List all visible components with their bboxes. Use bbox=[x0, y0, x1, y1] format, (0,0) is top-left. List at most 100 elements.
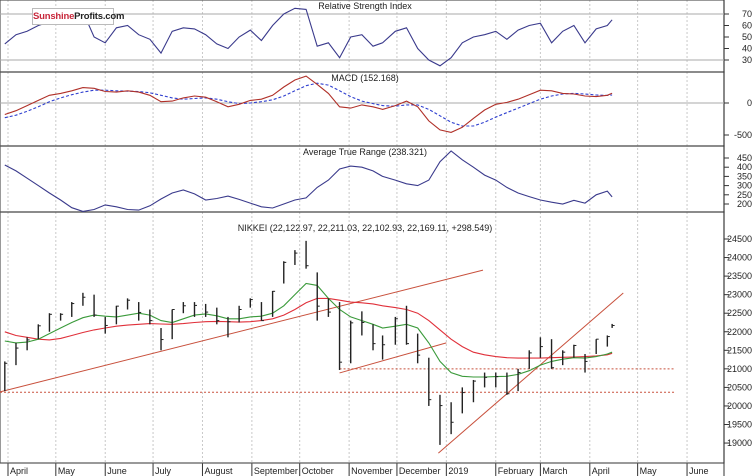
price-bar bbox=[37, 324, 41, 340]
x-tick-label: July bbox=[155, 466, 172, 476]
price-bar bbox=[115, 305, 119, 325]
price-bar bbox=[82, 292, 86, 306]
price-bar bbox=[271, 290, 276, 317]
x-tick-label: February bbox=[498, 466, 535, 476]
rsi-tick-label: 70 bbox=[742, 9, 752, 19]
trendline bbox=[438, 292, 624, 454]
logo-part-1: Sunshine bbox=[33, 11, 75, 22]
price-bar bbox=[15, 342, 19, 366]
sunshine-profits-logo: SunshineProfits.com bbox=[32, 8, 124, 25]
x-tick-label: October bbox=[302, 466, 334, 476]
price-bar bbox=[149, 309, 153, 325]
price-bar bbox=[495, 372, 499, 388]
price-tick-label: 21500 bbox=[727, 345, 752, 355]
rsi-tick-label: 40 bbox=[742, 44, 752, 54]
price-tick-label: 24500 bbox=[727, 234, 752, 244]
price-bar bbox=[204, 303, 209, 317]
atr-tick-label: 450 bbox=[737, 153, 752, 163]
x-tick-label: June bbox=[689, 466, 709, 476]
price-bar bbox=[450, 402, 454, 435]
price-bar bbox=[283, 261, 287, 284]
moving-average-short bbox=[4, 282, 613, 378]
price-tick-label: 20000 bbox=[727, 401, 752, 411]
macd-signal-line bbox=[4, 82, 613, 127]
price-tick-label: 21000 bbox=[727, 364, 752, 374]
price-bar bbox=[305, 240, 309, 269]
logo-part-2: Profits.com bbox=[74, 11, 125, 22]
rsi-tick-label: 50 bbox=[742, 32, 752, 42]
price-bar bbox=[439, 394, 443, 445]
price-tick-label: 22000 bbox=[727, 327, 752, 337]
atr-line bbox=[4, 150, 613, 212]
x-tick-label: August bbox=[204, 466, 233, 476]
price-bar bbox=[539, 337, 543, 358]
x-tick-label: December bbox=[399, 466, 441, 476]
price-bar bbox=[294, 250, 298, 265]
price-bar bbox=[372, 324, 376, 351]
rsi-line bbox=[4, 7, 613, 67]
panel-frame bbox=[0, 71, 725, 147]
price-bar bbox=[595, 338, 599, 355]
price-tick-label: 19500 bbox=[727, 420, 752, 430]
price-bar bbox=[238, 305, 242, 323]
price-bar bbox=[461, 387, 465, 414]
x-tick-label: May bbox=[640, 466, 658, 476]
x-tick-label: April bbox=[592, 466, 610, 476]
price-bar bbox=[171, 308, 175, 340]
x-tick-label: March bbox=[542, 466, 567, 476]
rsi-tick-label: 60 bbox=[742, 21, 752, 31]
price-bar bbox=[472, 379, 476, 403]
atr-tick-label: 400 bbox=[737, 162, 752, 172]
trendline bbox=[0, 269, 484, 393]
atr-tick-label: 250 bbox=[737, 190, 752, 200]
price-bar bbox=[216, 307, 220, 325]
price-bar bbox=[126, 298, 131, 310]
atr-tick-label: 300 bbox=[737, 181, 752, 191]
price-bar bbox=[611, 323, 615, 328]
atr-tick-label: 350 bbox=[737, 171, 752, 181]
rsi-tick-label: 30 bbox=[742, 55, 752, 65]
price-bar bbox=[4, 361, 8, 392]
price-bar bbox=[327, 298, 331, 317]
panel-frame bbox=[0, 211, 725, 464]
price-bar bbox=[227, 316, 231, 338]
macd-tick-label: 0 bbox=[747, 98, 752, 108]
x-tick-label: September bbox=[254, 466, 298, 476]
macd-tick-label: -500 bbox=[734, 130, 752, 140]
price-bar bbox=[517, 368, 521, 392]
price-bar bbox=[562, 350, 566, 366]
price-bar bbox=[394, 316, 398, 345]
atr-title: Average True Range (238.321) bbox=[303, 147, 427, 157]
price-bar bbox=[71, 302, 75, 317]
price-bar bbox=[381, 335, 386, 360]
price-bar bbox=[506, 372, 510, 395]
price-bar bbox=[193, 302, 197, 317]
price-tick-label: 23500 bbox=[727, 271, 752, 281]
price-bar bbox=[606, 335, 610, 347]
price-bar bbox=[573, 344, 577, 358]
price-bar bbox=[428, 357, 432, 406]
x-tick-label: November bbox=[351, 466, 393, 476]
moving-average-long bbox=[4, 297, 613, 359]
price-bar bbox=[405, 305, 409, 345]
price-bar bbox=[104, 316, 108, 334]
price-bar bbox=[483, 372, 488, 388]
price-bar bbox=[338, 302, 343, 370]
price-bar bbox=[584, 354, 588, 373]
price-bar bbox=[59, 313, 64, 321]
price-bar bbox=[138, 302, 142, 321]
price-bar bbox=[550, 339, 555, 369]
price-bar bbox=[361, 311, 365, 336]
price-bar bbox=[416, 333, 421, 364]
macd-title: MACD (152.168) bbox=[331, 73, 399, 83]
price-tick-label: 20500 bbox=[727, 382, 752, 392]
rsi-title: Relative Strength Index bbox=[318, 1, 412, 11]
price-bar bbox=[260, 302, 264, 322]
price-bar bbox=[48, 313, 52, 332]
price-tick-label: 23000 bbox=[727, 290, 752, 300]
price-bar bbox=[350, 320, 354, 364]
price-bar bbox=[249, 298, 253, 308]
x-tick-label: 2019 bbox=[448, 466, 468, 476]
price-bar bbox=[93, 294, 97, 317]
